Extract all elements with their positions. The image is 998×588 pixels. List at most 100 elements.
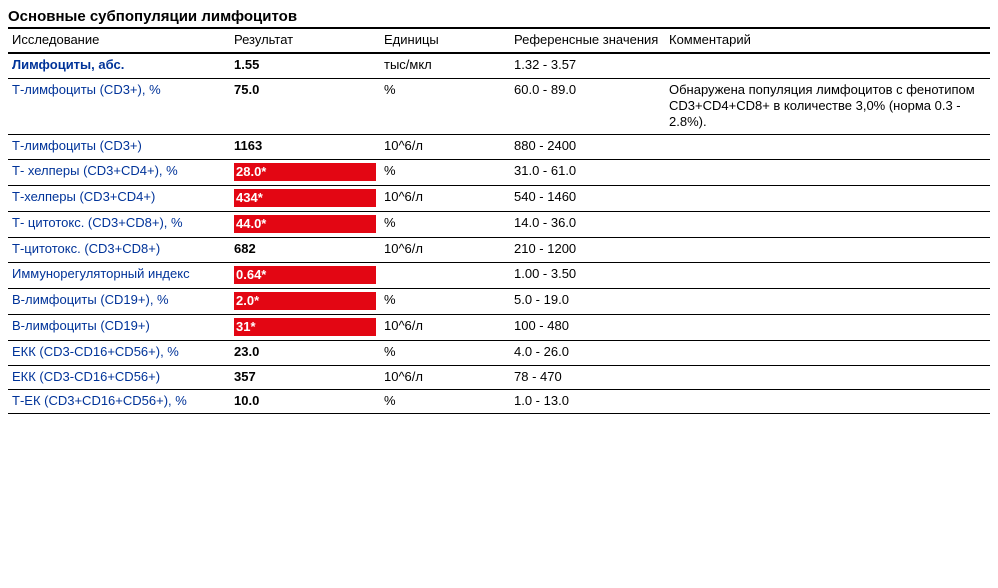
cell-comment	[665, 159, 990, 185]
cell-reference: 100 - 480	[510, 315, 665, 341]
table-row: Т-лимфоциты (CD3+) 1163 10^6/л880 - 2400	[8, 135, 990, 159]
cell-test: Т-лимфоциты (CD3+), %	[8, 78, 230, 135]
cell-result: 357	[230, 365, 380, 389]
result-value: 682	[234, 241, 256, 256]
test-name[interactable]: Т- хелперы (CD3+CD4+), %	[12, 163, 178, 178]
cell-test: ЕКК (CD3-CD16+CD56+), %	[8, 341, 230, 365]
results-table: Исследование Результат Единицы Референсн…	[8, 27, 990, 414]
cell-units: %	[380, 159, 510, 185]
table-row: В-лимфоциты (CD19+), %2.0*%5.0 - 19.0	[8, 288, 990, 314]
table-row: Лимфоциты, абс. 1.55 тыс/мкл1.32 - 3.57	[8, 53, 990, 78]
result-value: 10.0	[234, 393, 259, 408]
test-name[interactable]: ЕКК (CD3-CD16+CD56+)	[12, 369, 160, 384]
result-flagged: 0.64*	[234, 266, 376, 284]
cell-result: 75.0	[230, 78, 380, 135]
cell-test: Т-хелперы (CD3+CD4+)	[8, 185, 230, 211]
cell-result: 0.64*	[230, 262, 380, 288]
cell-test: Т-ЕК (CD3+CD16+CD56+), %	[8, 389, 230, 413]
cell-units: 10^6/л	[380, 135, 510, 159]
cell-comment	[665, 262, 990, 288]
test-name[interactable]: Т-цитотокс. (CD3+CD8+)	[12, 241, 160, 256]
header-test: Исследование	[8, 28, 230, 53]
cell-reference: 4.0 - 26.0	[510, 341, 665, 365]
cell-reference: 60.0 - 89.0	[510, 78, 665, 135]
test-name[interactable]: Иммунорегуляторный индекс	[12, 266, 190, 281]
cell-result: 682	[230, 238, 380, 262]
cell-units: %	[380, 78, 510, 135]
cell-test: Т- хелперы (CD3+CD4+), %	[8, 159, 230, 185]
cell-comment	[665, 238, 990, 262]
cell-comment	[665, 365, 990, 389]
table-row: В-лимфоциты (CD19+) 31*10^6/л100 - 480	[8, 315, 990, 341]
table-row: Т-хелперы (CD3+CD4+) 434*10^6/л540 - 1460	[8, 185, 990, 211]
cell-reference: 880 - 2400	[510, 135, 665, 159]
cell-test: Т- цитотокс. (CD3+CD8+), %	[8, 212, 230, 238]
test-name[interactable]: Т-хелперы (CD3+CD4+)	[12, 189, 155, 204]
result-flagged: 31*	[234, 318, 376, 336]
cell-units: %	[380, 212, 510, 238]
cell-comment	[665, 185, 990, 211]
cell-reference: 1.0 - 13.0	[510, 389, 665, 413]
cell-reference: 14.0 - 36.0	[510, 212, 665, 238]
cell-units: тыс/мкл	[380, 53, 510, 78]
cell-result: 2.0*	[230, 288, 380, 314]
test-name[interactable]: Т-лимфоциты (CD3+), %	[12, 82, 161, 97]
cell-test: Лимфоциты, абс.	[8, 53, 230, 78]
cell-test: В-лимфоциты (CD19+)	[8, 315, 230, 341]
result-value: 1163	[234, 138, 262, 153]
cell-reference: 5.0 - 19.0	[510, 288, 665, 314]
test-name[interactable]: В-лимфоциты (CD19+)	[12, 318, 150, 333]
cell-comment	[665, 315, 990, 341]
cell-result: 434*	[230, 185, 380, 211]
cell-comment	[665, 135, 990, 159]
cell-comment: Обнаружена популяция лимфоцитов с феноти…	[665, 78, 990, 135]
cell-reference: 210 - 1200	[510, 238, 665, 262]
cell-units: %	[380, 389, 510, 413]
header-comment: Комментарий	[665, 28, 990, 53]
table-row: Т- хелперы (CD3+CD4+), %28.0*%31.0 - 61.…	[8, 159, 990, 185]
cell-reference: 540 - 1460	[510, 185, 665, 211]
table-row: ЕКК (CD3-CD16+CD56+)35710^6/л78 - 470	[8, 365, 990, 389]
result-value: 23.0	[234, 344, 259, 359]
table-row: Т-лимфоциты (CD3+), % 75.0%60.0 - 89.0Обн…	[8, 78, 990, 135]
table-row: Т-ЕК (CD3+CD16+CD56+), % 10.0%1.0 - 13.0	[8, 389, 990, 413]
cell-units: 10^6/л	[380, 365, 510, 389]
cell-reference: 1.32 - 3.57	[510, 53, 665, 78]
result-flagged: 434*	[234, 189, 376, 207]
cell-units: %	[380, 341, 510, 365]
table-row: Иммунорегуляторный индекс0.64*1.00 - 3.5…	[8, 262, 990, 288]
table-row: Т-цитотокс. (CD3+CD8+)68210^6/л210 - 120…	[8, 238, 990, 262]
section-title: Основные субпопуляции лимфоцитов	[8, 8, 990, 27]
cell-test: Иммунорегуляторный индекс	[8, 262, 230, 288]
cell-result: 1163	[230, 135, 380, 159]
cell-result: 1.55	[230, 53, 380, 78]
table-row: ЕКК (CD3-CD16+CD56+), % 23.0%4.0 - 26.0	[8, 341, 990, 365]
cell-units	[380, 262, 510, 288]
header-ref: Референсные значения	[510, 28, 665, 53]
test-name[interactable]: В-лимфоциты (CD19+), %	[12, 292, 169, 307]
cell-result: 28.0*	[230, 159, 380, 185]
result-value: 1.55	[234, 57, 259, 72]
result-value: 357	[234, 369, 256, 384]
test-name[interactable]: ЕКК (CD3-CD16+CD56+), %	[12, 344, 179, 359]
table-header-row: Исследование Результат Единицы Референсн…	[8, 28, 990, 53]
cell-comment	[665, 341, 990, 365]
test-name[interactable]: Т- цитотокс. (CD3+CD8+), %	[12, 215, 183, 230]
test-name[interactable]: Т-ЕК (CD3+CD16+CD56+), %	[12, 393, 187, 408]
cell-test: ЕКК (CD3-CD16+CD56+)	[8, 365, 230, 389]
cell-test: Т-цитотокс. (CD3+CD8+)	[8, 238, 230, 262]
result-value: 75.0	[234, 82, 259, 97]
test-name[interactable]: Т-лимфоциты (CD3+)	[12, 138, 142, 153]
cell-units: 10^6/л	[380, 185, 510, 211]
cell-test: Т-лимфоциты (CD3+)	[8, 135, 230, 159]
header-units: Единицы	[380, 28, 510, 53]
result-flagged: 2.0*	[234, 292, 376, 310]
cell-test: В-лимфоциты (CD19+), %	[8, 288, 230, 314]
cell-units: 10^6/л	[380, 315, 510, 341]
test-name[interactable]: Лимфоциты, абс.	[12, 57, 124, 72]
cell-result: 44.0*	[230, 212, 380, 238]
cell-result: 23.0	[230, 341, 380, 365]
result-flagged: 28.0*	[234, 163, 376, 181]
table-row: Т- цитотокс. (CD3+CD8+), % 44.0*%14.0 - 3…	[8, 212, 990, 238]
cell-comment	[665, 53, 990, 78]
